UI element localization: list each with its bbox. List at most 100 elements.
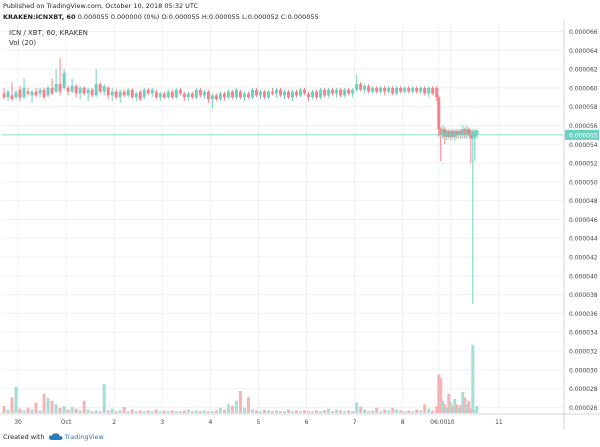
volume-bar <box>58 407 62 413</box>
volume-bar <box>166 411 170 413</box>
volume-bar <box>411 411 415 413</box>
volume-bar <box>423 404 427 413</box>
volume-bar <box>327 408 331 413</box>
candle <box>447 129 451 139</box>
candle <box>38 87 42 98</box>
candle <box>58 57 62 96</box>
volume-bar <box>359 406 363 413</box>
volume-bar <box>367 411 371 413</box>
candle <box>134 91 138 102</box>
volume-bar <box>242 407 246 413</box>
candle <box>327 87 331 98</box>
candle-body <box>431 87 435 94</box>
y-tick-label: 0.000050 <box>569 179 598 186</box>
candle <box>170 89 174 100</box>
candle <box>371 86 375 94</box>
volume-bar <box>202 410 206 413</box>
last-price-line: 0.000055 <box>2 129 599 140</box>
candle-body <box>14 92 18 98</box>
volume-bar <box>106 410 110 413</box>
candle <box>162 91 166 100</box>
candle <box>234 87 238 100</box>
volume-bar <box>375 407 379 413</box>
volume-bar <box>54 404 58 413</box>
tradingview-logo[interactable]: TradingView <box>48 433 104 441</box>
candle <box>246 91 250 100</box>
candle <box>34 87 38 98</box>
candle <box>311 89 315 100</box>
candle <box>190 91 194 100</box>
candle <box>22 78 26 100</box>
volume-bar <box>469 408 473 413</box>
volume-bar <box>299 411 303 413</box>
candle <box>307 91 311 102</box>
candle <box>395 86 399 96</box>
candle <box>166 89 170 100</box>
candle <box>459 129 463 139</box>
candle <box>218 91 222 102</box>
candle <box>66 86 70 96</box>
candle <box>178 87 182 96</box>
volume-bar <box>234 400 238 413</box>
candle <box>74 84 78 98</box>
volume-bar <box>210 411 214 413</box>
candle <box>10 82 14 102</box>
candle-body <box>190 93 194 98</box>
volume-bar <box>126 411 130 413</box>
volume-bar <box>214 410 218 413</box>
candle-body <box>441 129 445 135</box>
candle-body <box>66 87 70 92</box>
volume-bar <box>250 409 254 413</box>
volume-bar <box>134 411 138 413</box>
candle-body <box>335 89 339 94</box>
volume-bar <box>467 400 471 413</box>
volume-bar <box>307 411 311 413</box>
x-tick-label: 6 <box>305 419 309 426</box>
candle-body <box>455 131 459 135</box>
y-tick-label: 0.000042 <box>569 255 598 262</box>
candle <box>419 86 423 94</box>
candle <box>110 87 114 102</box>
candle-body <box>391 87 395 94</box>
x-tick-label: 2 <box>112 419 116 426</box>
candle-body <box>106 87 110 96</box>
volume-bar <box>435 406 439 413</box>
y-tick-label: 0.000044 <box>569 236 598 243</box>
x-tick-label: 11 <box>495 419 503 426</box>
volume-bar <box>451 406 455 413</box>
y-tick-label: 0.000032 <box>569 348 598 355</box>
candle <box>387 86 391 94</box>
candle <box>443 127 447 145</box>
y-tick-label: 0.000064 <box>569 48 598 55</box>
volume-bar <box>291 411 295 413</box>
volume-bar <box>445 407 449 413</box>
volume-bar <box>178 411 182 413</box>
candle-body <box>347 89 351 94</box>
candle-body <box>194 89 198 98</box>
candle <box>435 86 439 102</box>
y-tick-label: 0.000040 <box>569 273 598 280</box>
candle-body <box>158 93 162 98</box>
x-tick-label: 30 <box>14 419 22 426</box>
volume-bar <box>122 406 126 413</box>
candle-body <box>379 87 383 92</box>
candle-body <box>461 129 465 135</box>
candle-body <box>307 93 311 98</box>
volume-bar <box>206 411 210 413</box>
candle-body <box>46 87 50 96</box>
candle <box>347 87 351 96</box>
candle-body <box>467 129 471 135</box>
volume-bar <box>130 409 134 413</box>
candle <box>62 69 66 90</box>
y-tick-label: 0.000062 <box>569 67 598 74</box>
candle <box>359 82 363 92</box>
volume-bar <box>270 411 274 413</box>
volume-bar <box>18 408 22 413</box>
candle-body <box>274 89 278 94</box>
candle-body <box>110 91 114 96</box>
volume-bar <box>190 411 194 413</box>
published-text: Published on TradingView.com, October 10… <box>3 2 199 10</box>
candle <box>118 89 122 103</box>
volume-bar <box>311 411 315 413</box>
